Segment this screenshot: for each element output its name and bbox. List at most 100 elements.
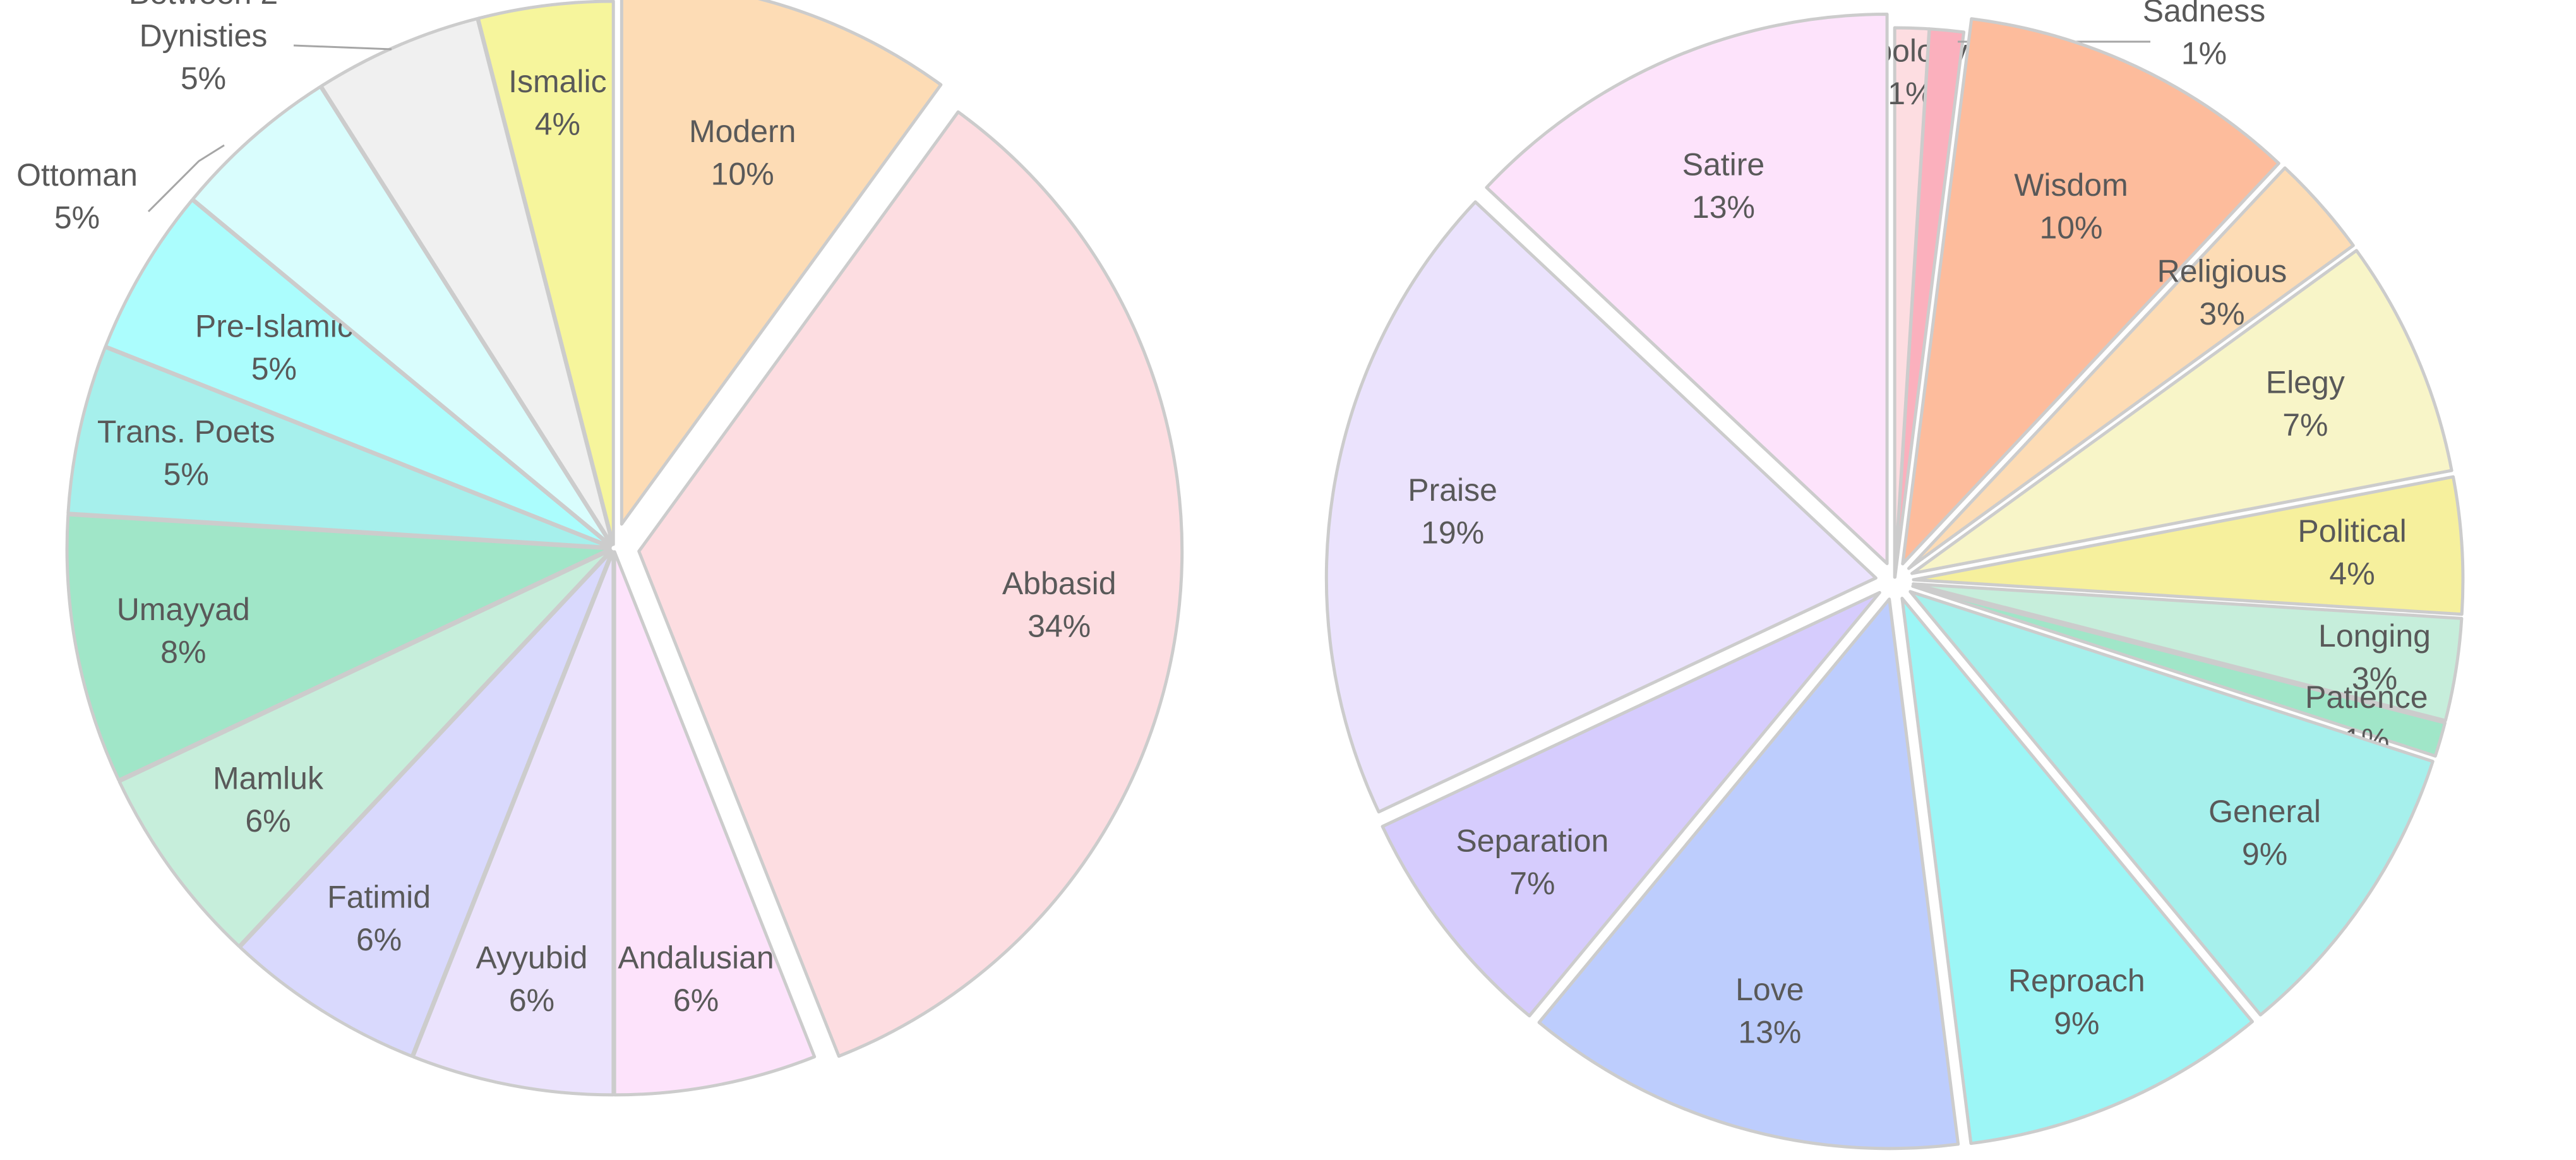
pie-slice-ottoman (191, 85, 613, 547)
pie-slice-love (1537, 597, 1960, 1151)
pie-slice-umayyad (65, 513, 612, 782)
slice-label-modern: Modern 10% (689, 114, 796, 192)
slice-percent-political: 4% (2329, 556, 2375, 592)
slice-label-abbasid: Abbasid 34% (1002, 566, 1117, 644)
slice-percent-general: 9% (2242, 837, 2287, 872)
slice-percent-satire: 13% (1692, 189, 1755, 225)
slice-percent-modern: 10% (711, 156, 774, 191)
slice-label-political: Political 4% (2297, 513, 2406, 592)
pie-slice-satire (1485, 12, 1889, 565)
slice-label-ottoman: Ottoman 5% (16, 144, 225, 235)
slice-label-satire: Satire 13% (1682, 146, 1765, 225)
slice-name-longing: Longing (2318, 618, 2431, 654)
pie-slice-mamluk (117, 549, 613, 948)
slice-name-ottoman: Ottoman (16, 157, 138, 193)
pie-slice-elegy (1910, 249, 2453, 575)
slice-label-love: Love 13% (1735, 972, 1804, 1050)
slice-label-umayyad: Umayyad 8% (117, 592, 250, 670)
slice-name-fatimid: Fatimid (327, 880, 431, 915)
slice-label-longing: Longing 3% (2318, 618, 2431, 697)
slice-name-trans-poets: Trans. Poets (97, 414, 275, 449)
slice-label-praise: Praise 19% (1408, 472, 1497, 551)
slice-label-elegy: Elegy 7% (2266, 364, 2345, 443)
slice-name-ismalic: Ismalic (508, 64, 607, 99)
slice-percent-religious: 3% (2199, 296, 2244, 332)
pie-slice-ismalic (476, 0, 615, 546)
slice-percent-fatimid: 6% (356, 922, 402, 957)
slice-percent-between-2-dynisties: 5% (181, 61, 226, 96)
slice-percent-sadness: 1% (2181, 35, 2227, 71)
slice-name-general: General (2208, 794, 2321, 829)
slice-percent-longing: 3% (2352, 661, 2397, 697)
slice-label-ismalic: Ismalic 4% (508, 64, 607, 142)
slice-label-ayyubid: Ayyubid 6% (476, 940, 587, 1018)
slice-label-andalusian: Andalusian 6% (618, 940, 774, 1018)
slice-percent-andalusian: 6% (673, 983, 719, 1018)
themes-pie-chart: Apology1%Sadness1%Wisdom10%Religious3%El… (1324, 0, 2465, 1151)
slice-label-mamluk: Mamluk 6% (213, 761, 324, 839)
slice-name-separation: Separation (1456, 823, 1609, 859)
slice-percent-praise: 19% (1421, 515, 1484, 550)
slice-label-trans-poets: Trans. Poets 5% (97, 414, 275, 492)
slice-name-mamluk: Mamluk (213, 761, 324, 796)
slice-name-sadness: Sadness (2143, 0, 2266, 28)
slice-percent-ottoman: 5% (54, 200, 100, 235)
slice-label-fatimid: Fatimid 6% (327, 880, 431, 958)
pie-slice-religious (1907, 166, 2355, 570)
pie-slice-abbasid (637, 110, 1184, 1058)
slice-label-wisdom: Wisdom 10% (2014, 167, 2128, 246)
pie-slice-political (1912, 475, 2465, 616)
periods-pie-chart: Modern 10% Abbasid 34% Andalusian 6% Ayyubid 6%… (16, 0, 1184, 1097)
slice-label-religious: Religious 3% (2157, 254, 2287, 332)
slice-label-pre-islamic: Pre-Islamic 5% (195, 308, 353, 386)
slice-name-reproach: Reproach (2008, 963, 2145, 998)
pie-slice-longing (1912, 582, 2464, 722)
slice-label-between-2-dynisties: Between 2 Dynisties 5% (129, 0, 392, 96)
slice-percent-ayyubid: 6% (509, 983, 554, 1018)
slice-percent-umayyad: 8% (160, 634, 206, 669)
pie-slice-ayyubid (411, 550, 615, 1097)
leader-line-between-2-dynisties (293, 44, 392, 51)
pie-slice-general (1908, 590, 2435, 1017)
slice-label-general: General 9% (2208, 794, 2321, 872)
slice-percent-pre-islamic: 5% (251, 351, 297, 386)
pie-slice-patience (1911, 584, 2447, 758)
slice-name-political: Political (2297, 513, 2406, 549)
slice-name-pre-islamic: Pre-Islamic (195, 308, 353, 344)
slice-name-between-2-dynisties: Dynisties (140, 18, 268, 54)
pie-slice-trans-poets (66, 345, 612, 549)
pie-slice-sadness (1893, 27, 1966, 579)
slice-percent-separation: 7% (1509, 866, 1555, 901)
slice-name-modern: Modern (689, 114, 796, 149)
slice-name-between-2-dynisties: Between 2 (129, 0, 278, 11)
slice-name-praise: Praise (1408, 472, 1497, 508)
slice-percent-love: 13% (1738, 1015, 1801, 1050)
slice-name-religious: Religious (2157, 254, 2287, 289)
slice-name-andalusian: Andalusian (618, 940, 774, 975)
leader-line-ottoman (147, 144, 225, 213)
slice-name-wisdom: Wisdom (2014, 167, 2128, 203)
slice-percent-reproach: 9% (2054, 1006, 2099, 1041)
slice-name-abbasid: Abbasid (1002, 566, 1117, 601)
pie-slice-andalusian (613, 550, 817, 1097)
slice-label-separation: Separation 7% (1456, 823, 1609, 902)
slice-percent-mamluk: 6% (245, 803, 291, 839)
slice-name-patience: Patience (2305, 679, 2428, 715)
slice-percent-ismalic: 4% (535, 107, 580, 142)
slice-name-umayyad: Umayyad (117, 592, 250, 627)
slice-name-ayyubid: Ayyubid (476, 940, 587, 975)
slice-percent-trans-poets: 5% (164, 457, 209, 492)
pie-slice-praise (1324, 200, 1878, 814)
slice-name-elegy: Elegy (2266, 364, 2345, 400)
slice-percent-abbasid: 34% (1027, 608, 1091, 643)
slice-name-love: Love (1735, 972, 1804, 1007)
pie-slice-fatimid (238, 549, 614, 1058)
pie-slice-between-2-dynisties (320, 17, 614, 546)
slice-name-satire: Satire (1682, 146, 1765, 182)
pie-slice-modern (620, 0, 943, 526)
pie-slice-pre-islamic (104, 198, 613, 548)
slice-label-reproach: Reproach 9% (2008, 963, 2145, 1041)
pie-slice-separation (1381, 590, 1881, 1018)
slice-percent-elegy: 7% (2282, 407, 2328, 443)
